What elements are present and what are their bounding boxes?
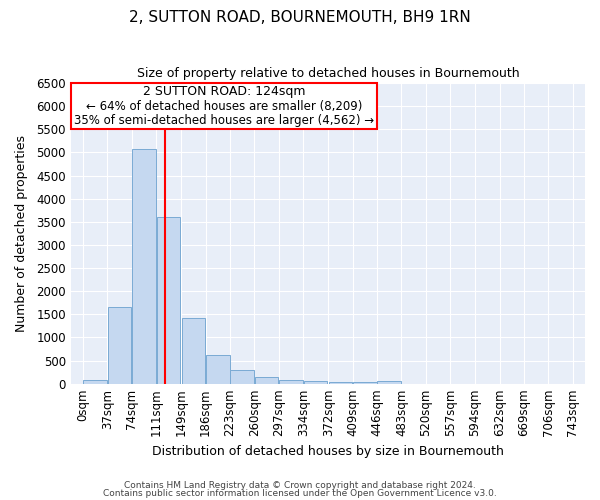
Bar [255, 377, 278, 384]
Bar [157, 217, 180, 384]
Bar [353, 382, 377, 384]
Y-axis label: Number of detached properties: Number of detached properties [15, 135, 28, 332]
Bar [279, 380, 303, 384]
Bar [329, 382, 352, 384]
Bar [132, 148, 156, 384]
Bar [206, 356, 230, 384]
Text: 2 SUTTON ROAD: 124sqm: 2 SUTTON ROAD: 124sqm [143, 85, 305, 98]
Text: 2, SUTTON ROAD, BOURNEMOUTH, BH9 1RN: 2, SUTTON ROAD, BOURNEMOUTH, BH9 1RN [129, 10, 471, 25]
Bar [377, 381, 401, 384]
Bar [108, 308, 131, 384]
FancyBboxPatch shape [71, 83, 377, 130]
Bar [304, 381, 327, 384]
Bar [182, 318, 205, 384]
X-axis label: Distribution of detached houses by size in Bournemouth: Distribution of detached houses by size … [152, 444, 504, 458]
Text: Contains public sector information licensed under the Open Government Licence v3: Contains public sector information licen… [103, 488, 497, 498]
Bar [230, 370, 254, 384]
Text: ← 64% of detached houses are smaller (8,209): ← 64% of detached houses are smaller (8,… [86, 100, 362, 112]
Title: Size of property relative to detached houses in Bournemouth: Size of property relative to detached ho… [137, 68, 519, 80]
Bar [83, 380, 107, 384]
Text: 35% of semi-detached houses are larger (4,562) →: 35% of semi-detached houses are larger (… [74, 114, 374, 126]
Text: Contains HM Land Registry data © Crown copyright and database right 2024.: Contains HM Land Registry data © Crown c… [124, 481, 476, 490]
